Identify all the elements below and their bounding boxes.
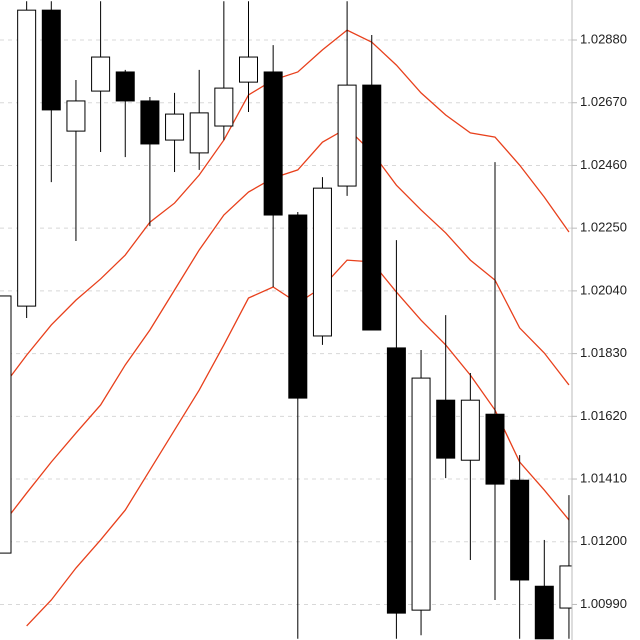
y-tick-label: 1.01620 — [580, 408, 627, 423]
y-tick-label: 1.01200 — [580, 533, 627, 548]
candle-body — [115, 71, 135, 102]
candle-body — [214, 87, 234, 127]
candle-body — [386, 347, 406, 614]
y-tick-label: 1.02250 — [580, 220, 627, 235]
candle-body — [17, 9, 37, 307]
candle-body — [485, 413, 505, 485]
candle-body — [165, 113, 185, 141]
y-tick-label: 1.02670 — [580, 94, 627, 109]
y-tick-label: 1.00990 — [580, 596, 627, 611]
y-tick-label: 1.01410 — [580, 470, 627, 485]
candle-body — [312, 187, 332, 337]
candle-body — [239, 56, 258, 83]
y-tick-label: 1.02040 — [580, 282, 627, 297]
y-tick-label: 1.01830 — [580, 345, 627, 360]
candle-body — [140, 100, 160, 145]
candle-body — [510, 479, 530, 581]
candle-body — [362, 84, 382, 331]
candle-body — [263, 71, 283, 216]
y-tick-label: 1.02460 — [580, 157, 627, 172]
band-line — [1, 29, 570, 389]
candle-body — [189, 112, 209, 154]
candle-body — [288, 214, 308, 399]
plot-area — [0, 1, 572, 640]
candle-body — [337, 84, 357, 187]
candle-body — [411, 377, 431, 611]
band-line — [1, 127, 570, 526]
candle-body — [41, 9, 61, 111]
candle-body — [91, 56, 111, 92]
candle-body — [460, 399, 480, 461]
candle-body — [0, 295, 12, 554]
y-tick-label: 1.02880 — [580, 31, 627, 46]
candle-body — [559, 565, 572, 609]
candle-body — [436, 399, 456, 459]
candle-body — [66, 100, 86, 132]
y-axis: 1.02880 1.02670 1.02460 1.02250 1.02040 1.018… — [572, 31, 627, 611]
candle-body — [534, 585, 554, 640]
